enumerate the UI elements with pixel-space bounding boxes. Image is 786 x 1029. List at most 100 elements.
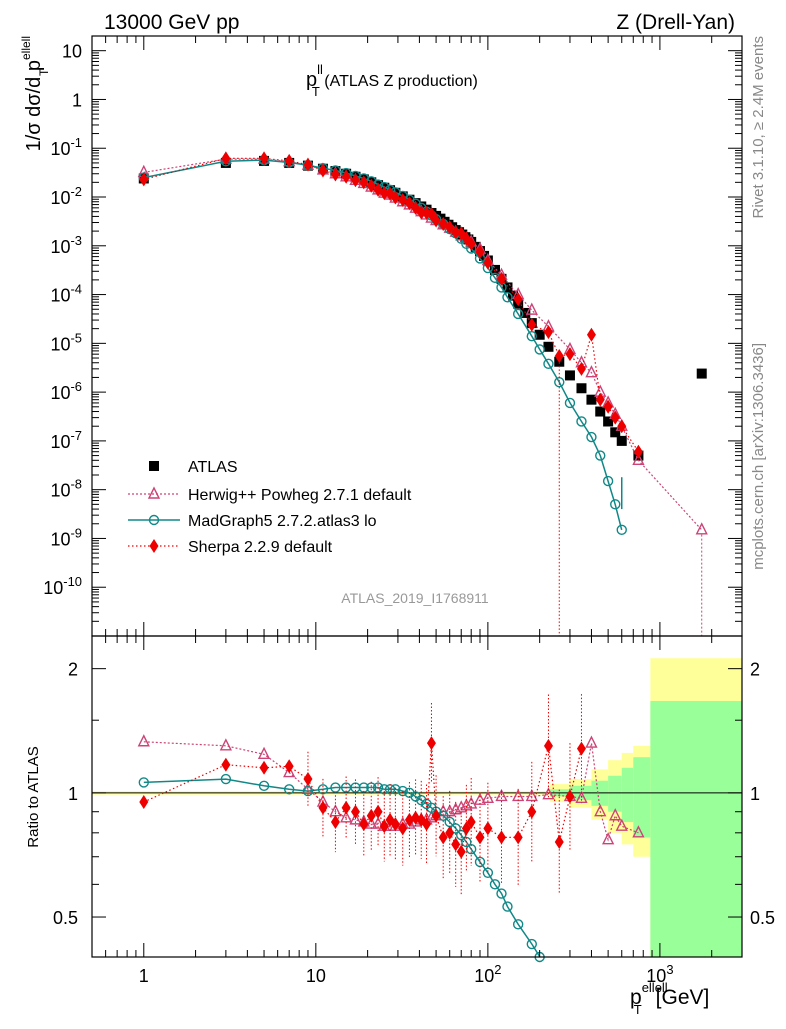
ratio-frame — [91, 635, 743, 958]
process-label: Z (Drell-Yan) — [616, 11, 735, 34]
legend-marker-herwig — [147, 486, 161, 499]
sherpa-point — [586, 327, 596, 342]
ratio-axis-label: Ratio to ATLAS — [25, 746, 42, 847]
madgraph-point — [586, 431, 597, 443]
y-tick-label: 10-5 — [50, 330, 82, 354]
plot-title: pll T (ATLAS Z production) — [306, 62, 478, 99]
atlas-point — [616, 435, 627, 446]
madgraph-ratio-point — [526, 938, 537, 950]
sherpa-point — [379, 186, 389, 201]
sherpa-ratio-point — [426, 736, 436, 751]
sherpa-point — [595, 392, 605, 407]
herwig-ratio-point — [594, 804, 607, 817]
herwig-ratio-point — [575, 790, 588, 804]
sherpa-point — [475, 244, 485, 259]
herwig-ratio-point — [455, 800, 468, 813]
y-ticks: 10 1 10-1 10-2 10-3 10-4 10-5 10-6 10-7 10-8 10-9 1… — [43, 35, 742, 637]
sherpa-ratio-point — [576, 741, 586, 756]
series-sherpa — [139, 151, 643, 459]
madgraph-ratio-point — [138, 777, 149, 788]
sherpa-ratio-point — [543, 738, 553, 753]
madgraph-ratio-point — [379, 784, 390, 795]
sherpa-ratio-point — [565, 789, 575, 804]
herwig-ratio-point — [301, 781, 315, 794]
sherpa-ratio-point — [350, 804, 360, 819]
madgraph-point — [602, 475, 614, 487]
y-tick-label: 10-8 — [50, 477, 82, 501]
sherpa-ratio-point — [554, 835, 564, 850]
sherpa-ratio-point — [513, 830, 523, 845]
y-tick-label: 10-1 — [50, 135, 82, 159]
band-green-4 — [621, 767, 634, 822]
analysis-label: ATLAS_2019_I1768911 — [341, 590, 489, 606]
energy-label: 13000 GeV pp — [104, 11, 239, 34]
sherpa-point — [483, 255, 493, 270]
legend-label-madgraph: MadGraph5 2.7.2.atlas3 lo — [188, 513, 377, 530]
madgraph-point — [543, 358, 554, 370]
herwig-point — [695, 522, 708, 535]
x-tick-label: 10 — [306, 966, 326, 986]
x-tick-label: 102 — [474, 962, 501, 986]
sherpa-ratio-point — [451, 837, 461, 852]
legend-marker-madgraph — [148, 514, 160, 526]
legend-marker-atlas — [149, 461, 159, 471]
herwig-ratio-point — [339, 810, 353, 823]
y-tick-label: 10-2 — [50, 184, 82, 208]
sherpa-point — [576, 361, 586, 376]
y-axis-label: 1/σ dσ/d pellellT — [19, 36, 51, 151]
sherpa-point — [554, 349, 564, 364]
sherpa-point — [633, 444, 643, 459]
sherpa-point — [139, 172, 149, 187]
herwig-ratio-point — [219, 738, 233, 751]
herwig-point — [525, 302, 538, 315]
herwig-ratio-point — [371, 816, 385, 829]
x-tick-label: 103 — [646, 962, 673, 986]
madgraph-point — [576, 416, 587, 427]
madgraph-point — [616, 524, 627, 536]
sherpa-ratio-point — [284, 759, 294, 774]
herwig-point — [585, 365, 598, 378]
herwig-ratio-point — [615, 818, 628, 831]
legend-label-sherpa: Sherpa 2.2.9 default — [188, 539, 333, 556]
ratio-y-tick-label: 0.5 — [53, 908, 78, 928]
madgraph-ratio-point — [489, 879, 501, 890]
uncertainty-bands — [550, 658, 742, 957]
ratio-y-tick-label-right: 1 — [750, 784, 760, 804]
atlas-point — [696, 368, 707, 379]
y-tick-label: 10 — [62, 42, 82, 62]
sherpa-ratio-point — [303, 772, 313, 787]
sherpa-point — [416, 205, 426, 220]
sherpa-point — [543, 325, 553, 340]
madgraph-ratio-point — [496, 888, 507, 899]
sherpa-point — [318, 163, 328, 178]
ratio-series-sherpa — [139, 694, 586, 895]
band-green-3 — [608, 775, 622, 812]
ratio-y-tick-label-right: 2 — [750, 660, 760, 680]
x-tick-label: 1 — [139, 966, 149, 986]
sherpa-ratio-point — [404, 812, 414, 827]
madgraph-ratio-point — [258, 780, 270, 792]
x-ticks: 1 10 102 103 — [91, 36, 743, 986]
sherpa-ratio-point — [422, 817, 432, 832]
legend-marker-sherpa — [149, 539, 159, 553]
sherpa-ratio-point — [330, 814, 340, 829]
sherpa-point — [496, 271, 506, 286]
atlas-point — [576, 383, 587, 394]
sherpa-point — [259, 151, 269, 166]
madgraph-point — [595, 450, 606, 461]
sherpa-ratio-point — [318, 800, 328, 815]
series-atlas — [138, 155, 707, 461]
sherpa-point — [445, 220, 455, 235]
sherpa-point — [366, 178, 376, 193]
herwig-ratio-point — [349, 812, 362, 825]
sherpa-point — [341, 169, 351, 184]
y-tick-label: 10-7 — [50, 428, 82, 452]
herwig-ratio-point — [609, 808, 622, 821]
sherpa-point — [284, 153, 294, 168]
y-tick-label: 1 — [72, 90, 82, 110]
atlas-point — [502, 282, 513, 293]
sherpa-point — [398, 192, 408, 207]
legend-label-atlas: ATLAS — [188, 459, 238, 476]
sherpa-ratio-point — [341, 800, 351, 815]
atlas-point — [595, 406, 606, 417]
